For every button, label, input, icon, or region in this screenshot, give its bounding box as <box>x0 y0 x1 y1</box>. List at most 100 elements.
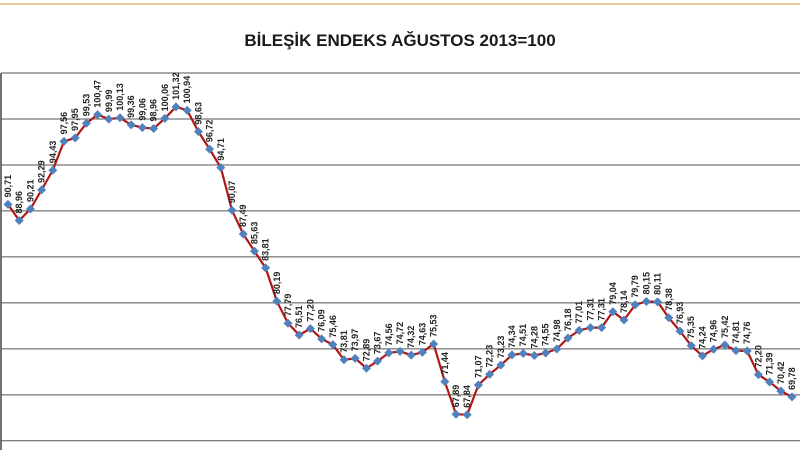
value-label: 75,42 <box>720 315 730 338</box>
value-label: 101,32 <box>171 72 181 100</box>
marker <box>395 346 405 356</box>
marker <box>731 346 741 356</box>
value-label: 72,20 <box>753 345 763 368</box>
marker <box>597 323 607 333</box>
value-label: 77,31 <box>585 298 595 321</box>
value-label: 100,06 <box>160 84 170 112</box>
marker <box>350 353 360 363</box>
value-label: 76,09 <box>317 309 327 332</box>
value-label: 98,96 <box>149 99 159 122</box>
value-label: 99,36 <box>126 95 136 118</box>
value-label: 75,46 <box>328 315 338 338</box>
value-label: 80,11 <box>653 273 663 295</box>
marker <box>541 348 551 358</box>
marker <box>440 377 450 387</box>
value-label: 76,93 <box>675 302 685 325</box>
marker <box>249 246 259 256</box>
marker <box>238 229 248 239</box>
marker <box>81 118 91 128</box>
marker <box>261 263 271 273</box>
marker <box>417 347 427 357</box>
value-label: 67,89 <box>451 385 461 408</box>
marker <box>496 360 506 370</box>
marker <box>373 356 383 366</box>
value-label: 75,53 <box>429 314 439 337</box>
value-label: 80,19 <box>272 272 282 295</box>
marker <box>384 348 394 358</box>
marker <box>171 102 181 112</box>
marker <box>429 339 439 349</box>
value-label: 96,72 <box>205 120 215 143</box>
chart-title: BİLEŞİK ENDEKS AĞUSTOS 2013=100 <box>244 31 555 50</box>
marker <box>182 105 192 115</box>
marker <box>294 330 304 340</box>
marker <box>630 300 640 310</box>
marker <box>317 334 327 344</box>
value-label: 97,95 <box>70 108 80 131</box>
value-label: 76,51 <box>294 305 304 328</box>
marker <box>619 315 629 325</box>
marker <box>552 344 562 354</box>
value-label: 99,99 <box>104 90 114 113</box>
marker <box>720 340 730 350</box>
marker <box>518 348 528 358</box>
value-label: 71,07 <box>473 355 483 378</box>
value-label: 70,42 <box>776 361 786 384</box>
value-label: 90,21 <box>25 179 35 202</box>
marker <box>742 346 752 356</box>
value-label: 100,13 <box>115 83 125 111</box>
value-label: 92,29 <box>37 160 47 183</box>
marker <box>361 363 371 373</box>
value-label: 77,79 <box>283 294 293 317</box>
value-label: 71,44 <box>440 352 450 375</box>
marker <box>776 386 786 396</box>
value-label: 73,67 <box>373 332 383 355</box>
value-label: 87,49 <box>238 204 248 227</box>
marker <box>104 114 114 124</box>
value-label: 100,94 <box>182 76 192 104</box>
marker <box>686 341 696 351</box>
value-label: 74,96 <box>709 320 719 343</box>
marker <box>93 110 103 120</box>
value-label: 67,84 <box>462 385 472 408</box>
marker <box>473 380 483 390</box>
value-label: 88,96 <box>14 191 24 214</box>
value-label: 100,47 <box>93 80 103 108</box>
marker <box>507 350 517 360</box>
value-label: 77,31 <box>597 298 607 321</box>
marker <box>283 318 293 328</box>
value-label: 90,71 <box>3 175 13 198</box>
marker <box>37 185 47 195</box>
marker <box>585 323 595 333</box>
marker <box>126 120 136 130</box>
value-label: 74,28 <box>529 326 539 349</box>
marker <box>48 165 58 175</box>
value-label: 77,20 <box>305 299 315 322</box>
value-label: 85,63 <box>249 222 259 245</box>
marker <box>608 307 618 317</box>
value-label: 72,23 <box>485 345 495 368</box>
marker <box>709 344 719 354</box>
value-label: 77,01 <box>574 301 584 324</box>
marker <box>664 313 674 323</box>
value-label: 71,39 <box>765 353 775 376</box>
marker <box>305 324 315 334</box>
value-label: 79,79 <box>630 275 640 298</box>
value-label: 72,89 <box>361 339 371 362</box>
marker <box>451 409 461 419</box>
value-label: 73,81 <box>339 330 349 353</box>
marker <box>653 297 663 307</box>
value-label: 73,23 <box>496 336 506 359</box>
marker <box>160 113 170 123</box>
marker <box>462 410 472 420</box>
value-label: 74,34 <box>507 325 517 348</box>
marker <box>328 340 338 350</box>
value-label: 76,18 <box>563 308 573 331</box>
value-label: 94,43 <box>48 141 58 164</box>
marker <box>193 127 203 137</box>
value-label: 74,24 <box>697 326 707 349</box>
value-label: 90,07 <box>227 181 237 204</box>
marker <box>216 163 226 173</box>
